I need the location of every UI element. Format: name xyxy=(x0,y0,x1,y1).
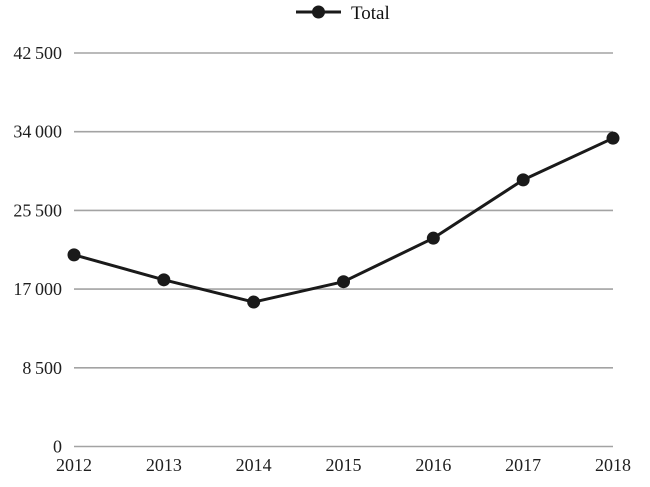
data-point xyxy=(67,248,81,262)
x-tick-label: 2012 xyxy=(56,455,92,475)
x-tick-label: 2013 xyxy=(146,455,182,475)
y-tick-label: 25 500 xyxy=(13,200,62,220)
x-tick-label: 2014 xyxy=(236,455,272,475)
data-point xyxy=(157,273,171,287)
x-tick-label: 2018 xyxy=(595,455,631,475)
x-tick-label: 2017 xyxy=(505,455,541,475)
y-tick-label: 0 xyxy=(53,437,62,457)
data-point xyxy=(426,231,440,245)
data-point xyxy=(247,295,261,309)
data-point xyxy=(606,131,620,145)
data-point xyxy=(516,173,530,187)
y-tick-label: 17 000 xyxy=(13,279,62,299)
y-tick-label: 34 000 xyxy=(13,122,62,142)
plot-area: 0 8 500 17 000 25 500 34 000 42 500 2012 2013 20… xyxy=(13,43,631,475)
x-tick-label: 2016 xyxy=(415,455,451,475)
legend-marker-icon xyxy=(312,5,325,19)
x-tick-label: 2015 xyxy=(326,455,362,475)
y-tick-label: 42 500 xyxy=(13,43,62,63)
legend-label: Total xyxy=(351,3,390,24)
data-point xyxy=(337,275,350,289)
y-tick-label: 8 500 xyxy=(22,358,62,378)
chart-legend: Total xyxy=(296,3,390,24)
